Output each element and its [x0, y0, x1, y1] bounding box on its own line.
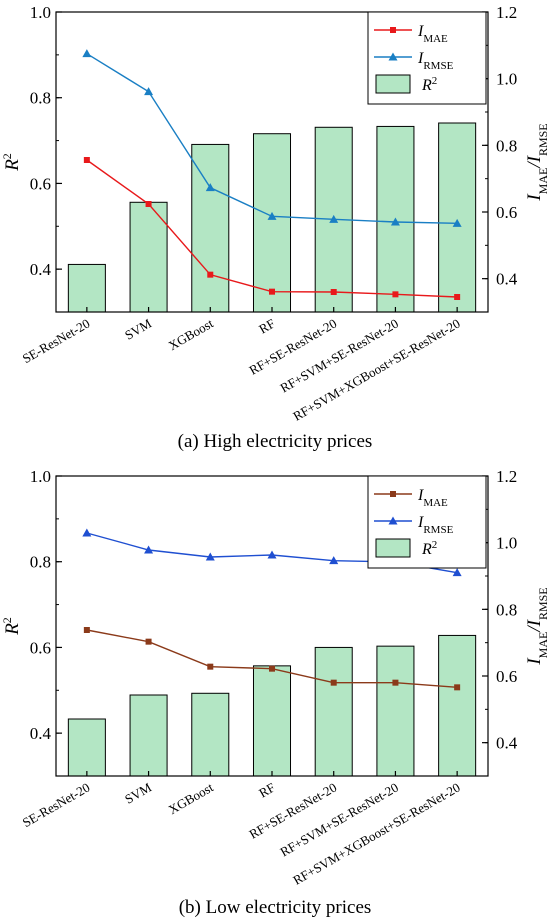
right-tick-label: 0.4: [496, 734, 518, 753]
point-rmse: [452, 218, 462, 227]
point-mae: [145, 638, 152, 645]
point-rmse: [267, 550, 277, 559]
category-label: SE-ResNet-20: [20, 780, 93, 831]
left-tick-label: 0.4: [30, 260, 52, 279]
right-tick-label: 0.6: [496, 203, 517, 222]
point-mae: [207, 663, 214, 670]
bar-rf-svm-xgboost-se-resnet-20: [438, 122, 477, 313]
legend-marker-mae: [390, 491, 396, 497]
figure-caption: (b) Low electricity prices: [179, 897, 372, 918]
right-axis-label: IMAE/IRMSE: [524, 123, 550, 201]
legend-label-mae: IMAE: [417, 23, 448, 45]
point-mae: [392, 291, 399, 298]
bar-xgboost: [191, 143, 230, 313]
right-tick-label: 0.8: [496, 136, 517, 155]
category-label: SVM: [122, 779, 154, 806]
point-mae: [330, 679, 337, 686]
bar-se-resnet-20: [67, 263, 106, 313]
point-mae: [454, 294, 461, 300]
point-rmse: [82, 528, 92, 537]
right-tick-label: 0.6: [496, 667, 517, 686]
point-mae: [454, 684, 461, 691]
chart-a: 0.4 0.6 0.8 1.0 0.4 0.6 0.8 1.0 1.2 SE-ResNet-20 S…: [0, 3, 550, 452]
left-tick-label: 0.6: [30, 174, 51, 193]
right-tick-label: 0.8: [496, 600, 517, 619]
point-rmse: [329, 556, 339, 565]
point-mae: [392, 679, 399, 686]
point-mae: [83, 157, 90, 163]
category-label: XGBoost: [166, 779, 216, 817]
point-rmse: [329, 214, 339, 223]
point-rmse: [267, 211, 277, 220]
bar-rf-svm-se-resnet-20: [376, 645, 415, 777]
point-mae: [145, 201, 152, 207]
category-label: SE-ResNet-20: [20, 316, 93, 367]
left-tick-label: 0.8: [30, 89, 51, 108]
point-rmse: [452, 568, 462, 577]
legend-marker-mae: [390, 27, 396, 33]
left-tick-label: 1.0: [30, 3, 51, 22]
category-label: SVM: [122, 315, 154, 342]
legend-bar-swatch: [375, 538, 411, 558]
bar-se-resnet-20: [67, 718, 106, 777]
right-axis-label: IMAE/IRMSE: [524, 587, 550, 665]
bar-rf: [252, 133, 292, 313]
point-rmse: [205, 183, 215, 192]
left-tick-label: 0.8: [30, 553, 51, 572]
legend-label-rmse: IRMSE: [417, 50, 454, 72]
legend-label-rmse: IRMSE: [417, 514, 454, 536]
legend-marker-rmse: [388, 516, 398, 525]
bar-rf-svm-xgboost-se-resnet-20: [438, 634, 477, 777]
point-mae: [207, 271, 214, 278]
point-mae: [269, 288, 275, 295]
left-tick-label: 1.0: [30, 467, 51, 486]
left-tick-label: 0.6: [30, 638, 51, 657]
point-rmse: [144, 87, 154, 96]
right-tick-label: 1.0: [496, 534, 517, 553]
point-mae: [83, 627, 90, 633]
left-axis-label: R2: [0, 153, 23, 172]
category-label: XGBoost: [166, 315, 216, 353]
category-label: RF: [256, 316, 277, 337]
left-axis-label: R2: [0, 617, 23, 636]
legend-label-mae: IMAE: [417, 487, 448, 509]
point-rmse: [82, 49, 92, 58]
left-tick-label: 0.4: [30, 724, 52, 743]
point-mae: [269, 665, 275, 672]
chart-b: 0.4 0.6 0.8 1.0 0.4 0.6 0.8 1.0 1.2 SE-ResNet-20 S…: [0, 467, 550, 918]
bar-rf-se-resnet-20: [314, 646, 353, 777]
bar-rf: [252, 665, 292, 777]
legend-label-r2: R2: [421, 539, 437, 558]
figure-caption: (a) High electricity prices: [178, 431, 373, 452]
point-rmse: [390, 217, 400, 226]
legend-bar-swatch: [375, 74, 411, 94]
legend-label-r2: R2: [421, 75, 437, 94]
right-tick-label: 1.2: [496, 3, 517, 22]
point-rmse: [205, 552, 215, 561]
right-tick-label: 0.4: [496, 270, 518, 289]
legend-marker-rmse: [388, 52, 398, 61]
right-tick-label: 1.2: [496, 467, 517, 486]
point-rmse: [144, 545, 154, 554]
right-tick-label: 1.0: [496, 70, 517, 89]
bar-svm: [129, 201, 168, 313]
point-mae: [330, 289, 337, 295]
category-label: RF: [256, 780, 277, 801]
bar-xgboost: [191, 692, 230, 777]
bar-svm: [129, 694, 168, 777]
legend: IMAE IRMSE R2: [367, 475, 487, 569]
legend: IMAE IRMSE R2: [367, 11, 487, 105]
